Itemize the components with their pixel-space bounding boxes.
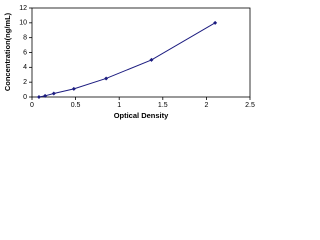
point <box>149 57 154 62</box>
y-axis-label: Concentration(ng/mL) <box>3 12 12 91</box>
point <box>51 91 56 96</box>
y-tick-label: 6 <box>23 49 27 56</box>
x-axis-label: Optical Density <box>114 111 169 120</box>
x-tick-label: 2 <box>204 102 208 109</box>
point <box>43 93 48 98</box>
curve <box>38 22 216 98</box>
x-tick-label: 0 <box>30 102 34 109</box>
point <box>104 76 109 81</box>
y-tick-label: 0 <box>23 94 27 101</box>
y-tick-label: 8 <box>23 35 27 42</box>
x-tick-label: 0.5 <box>71 102 81 109</box>
point <box>36 95 41 99</box>
y-tick-label: 12 <box>19 5 27 12</box>
chart: Optical Density Concentration(ng/mL) 0 2 4… <box>3 5 255 120</box>
point <box>71 86 76 91</box>
y-tick-label: 10 <box>19 20 27 27</box>
x-tick-label: 2.5 <box>245 102 255 109</box>
x-tick-label: 1 <box>117 102 121 109</box>
y-tick-label: 4 <box>23 64 27 71</box>
y-tick-label: 2 <box>23 79 27 86</box>
x-tick-label: 1.5 <box>158 102 168 109</box>
point <box>213 20 218 25</box>
plot-frame <box>31 7 251 98</box>
